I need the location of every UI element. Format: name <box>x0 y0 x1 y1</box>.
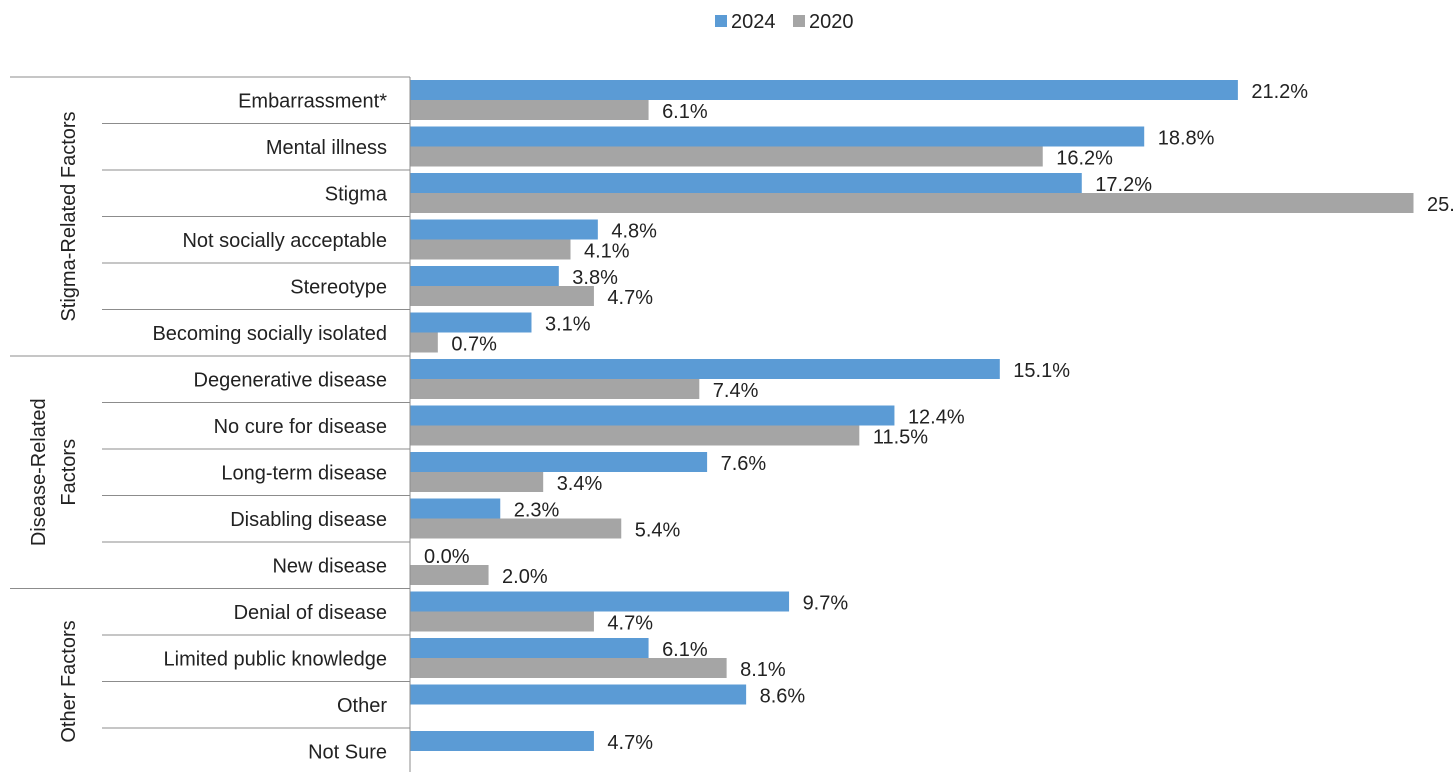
bar-2020 <box>410 332 438 353</box>
data-label-2020: 2.0% <box>502 566 548 588</box>
bar-2024 <box>410 266 559 286</box>
legend-label-2024: 2024 <box>731 11 776 33</box>
category-label: Not socially acceptable <box>182 230 387 252</box>
bars <box>410 80 1414 751</box>
bar-2020 <box>410 425 860 446</box>
bar-2024 <box>410 684 747 705</box>
axes <box>10 76 411 772</box>
category-label: Limited public knowledge <box>164 648 387 670</box>
data-label-2020: 11.5% <box>873 427 928 449</box>
bar-2024 <box>410 591 790 612</box>
category-label: Not Sure <box>308 741 387 763</box>
data-label-2020: 5.4% <box>635 520 681 542</box>
category-label: Stigma <box>325 183 388 205</box>
data-label-2020: 6.1% <box>662 101 708 123</box>
category-label: Stereotype <box>290 276 387 298</box>
data-label-2024: 4.8% <box>611 221 657 243</box>
bar-2020 <box>410 472 544 492</box>
data-label-2024: 6.1% <box>662 639 708 661</box>
bar-2024 <box>410 80 1238 100</box>
category-label: Long-term disease <box>221 462 387 484</box>
data-label-2020: 16.2% <box>1056 148 1113 170</box>
data-label-2020: 25.7% <box>1427 194 1454 216</box>
data-label-2020: 3.4% <box>557 473 603 495</box>
legend: 2024 2020 <box>715 11 854 33</box>
data-label-2020: 8.1% <box>740 659 786 681</box>
bar-2020 <box>410 193 1414 213</box>
bar-2024 <box>410 359 1000 379</box>
data-label-2024: 8.6% <box>760 686 806 708</box>
bar-2020 <box>410 518 622 539</box>
bar-2024 <box>410 498 501 519</box>
bar-2020 <box>410 286 594 306</box>
data-label-2024: 7.6% <box>721 453 767 475</box>
bar-2024 <box>410 126 1145 147</box>
data-label-2024: 18.8% <box>1158 128 1215 150</box>
bar-2020 <box>410 379 700 399</box>
bar-2020 <box>410 565 489 585</box>
category-label: Disabling disease <box>230 509 387 531</box>
data-label-2024: 3.8% <box>572 267 618 289</box>
bar-2020 <box>410 658 727 678</box>
category-label: Other <box>337 695 387 717</box>
data-label-2024: 2.3% <box>514 500 560 522</box>
bar-2024 <box>410 219 598 240</box>
group-label-line: Other Factors <box>58 620 80 742</box>
labels: Embarrassment* 21.2% 6.1% Mental illness 18.… <box>28 81 1454 763</box>
group-label: Disease-Related Factors <box>28 398 80 546</box>
data-label-2020: 4.1% <box>584 241 630 263</box>
legend-swatch-2024 <box>715 15 727 27</box>
bar-2020 <box>410 239 571 260</box>
category-label: New disease <box>272 555 387 577</box>
group-label-line: Factors <box>58 439 80 506</box>
group-label-line: Disease-Related <box>28 398 50 546</box>
category-label: Becoming socially isolated <box>152 323 387 345</box>
group-label: Stigma-Related Factors <box>58 111 80 321</box>
category-label: No cure for disease <box>214 416 387 438</box>
legend-swatch-2020 <box>793 15 805 27</box>
data-label-2024: 4.7% <box>607 732 653 754</box>
bar-2020 <box>410 611 594 632</box>
category-label: Embarrassment* <box>238 90 387 112</box>
data-label-2020: 0.7% <box>451 334 497 356</box>
bar-2020 <box>410 100 649 120</box>
data-label-2024: 12.4% <box>908 407 965 429</box>
data-label-2020: 4.7% <box>607 613 653 635</box>
bar-2024 <box>410 638 649 658</box>
data-label-2024: 3.1% <box>545 314 591 336</box>
data-label-2024: 9.7% <box>803 593 849 615</box>
legend-label-2020: 2020 <box>809 11 854 33</box>
bar-2024 <box>410 452 708 472</box>
bar-2024 <box>410 173 1082 193</box>
data-label-2020: 4.7% <box>607 287 653 309</box>
bar-2024 <box>410 731 594 751</box>
bar-2020 <box>410 146 1043 167</box>
bar-2024 <box>410 312 532 333</box>
category-label: Denial of disease <box>234 602 387 624</box>
data-label-2024: 21.2% <box>1251 81 1308 103</box>
group-label: Other Factors <box>58 620 80 742</box>
category-label: Degenerative disease <box>194 369 387 391</box>
bar-2024 <box>410 405 895 426</box>
data-label-2020: 7.4% <box>713 380 759 402</box>
data-label-2024: 17.2% <box>1095 174 1152 196</box>
group-label-line: Stigma-Related Factors <box>58 111 80 321</box>
data-label-2024: 0.0% <box>424 546 470 568</box>
data-label-2024: 15.1% <box>1013 360 1070 382</box>
category-label: Mental illness <box>266 137 387 159</box>
